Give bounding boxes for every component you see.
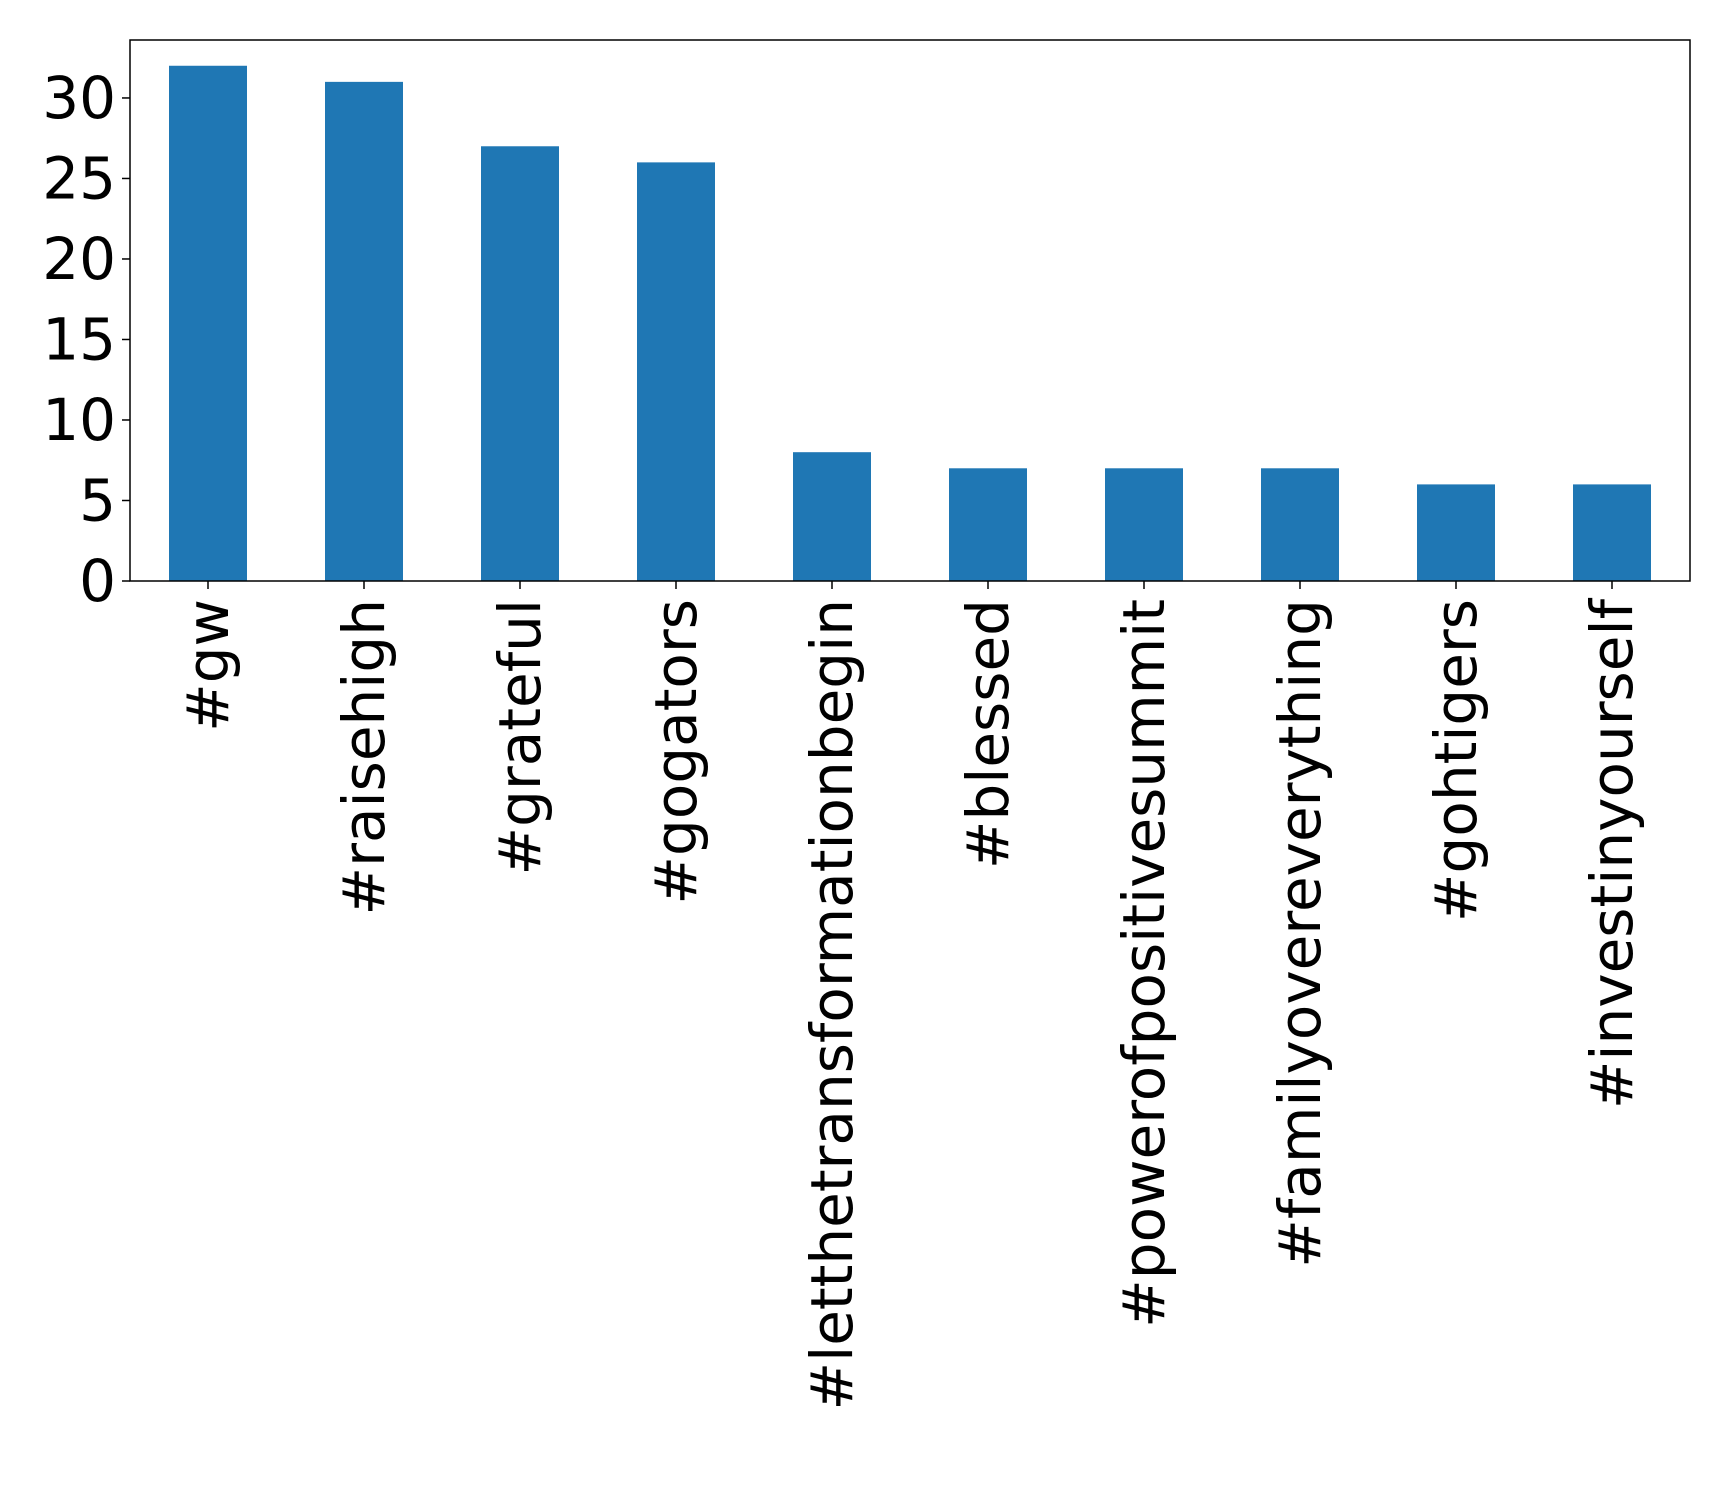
bar	[481, 146, 559, 581]
x-tick-label: #familyovereverything	[1266, 599, 1334, 1268]
y-tick-label: 20	[42, 225, 116, 293]
bar	[325, 81, 403, 581]
bar	[1573, 484, 1651, 581]
y-tick-label: 5	[79, 466, 116, 534]
x-tick-label: #grateful	[486, 599, 554, 876]
y-tick-label: 10	[42, 386, 116, 454]
plot-frame	[129, 39, 1691, 582]
bars-group	[169, 65, 1651, 581]
bar	[949, 468, 1027, 581]
y-tick-label: 25	[42, 144, 116, 212]
bar	[1105, 468, 1183, 581]
y-tick-label: 0	[79, 547, 116, 615]
bar	[637, 162, 715, 581]
x-tick-label: #gogators	[642, 599, 710, 905]
x-axis: #gw #raisehigh #grateful #gogators #letthetr…	[174, 581, 1646, 1411]
x-tick-label: #blessed	[954, 599, 1022, 869]
bar	[1417, 484, 1495, 581]
y-tick-label: 15	[42, 305, 116, 373]
bar	[793, 452, 871, 581]
x-tick-label: #gw	[174, 599, 242, 732]
y-tick-label: 30	[42, 64, 116, 132]
x-tick-label: #gohtigers	[1422, 599, 1490, 922]
bar	[1261, 468, 1339, 581]
bar	[169, 65, 247, 581]
y-axis: 0 5 10 15 20 25 30	[42, 64, 130, 615]
x-tick-label: #letthetransformationbegin	[798, 599, 866, 1411]
x-tick-label: #investinyourself	[1578, 597, 1646, 1109]
x-tick-label: #raisehigh	[330, 599, 398, 915]
x-tick-label: #powerofpositivesummit	[1110, 599, 1178, 1328]
